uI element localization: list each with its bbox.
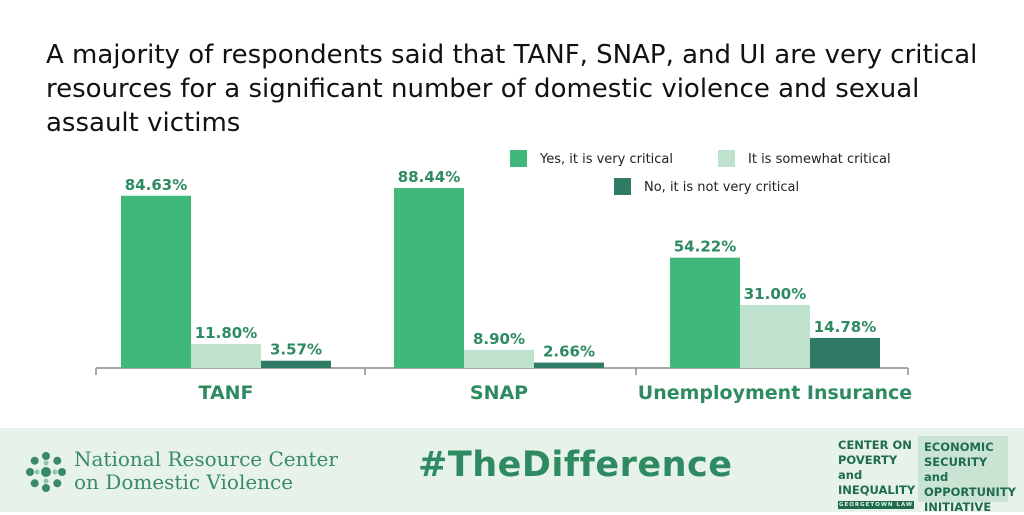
legend-label: No, it is not very critical [644,180,799,195]
category-label: Unemployment Insurance [638,382,912,404]
bar [534,362,604,368]
legend-swatch [718,150,735,167]
esi-line: OPPORTUNITY [924,485,1017,499]
bar [810,337,880,368]
cpi-logo: CENTER ON POVERTY and INEQUALITY GEORGET… [838,438,918,509]
hashtag: #TheDifference [418,445,733,485]
bar [191,343,261,368]
esi-line: INITIATIVE [924,500,992,514]
bar [740,304,810,368]
footer-banner: National Resource Center on Domestic Vio… [0,428,1024,514]
data-label: 88.44% [398,168,460,186]
org-name-line1: National Resource Center [74,447,338,471]
category-label: TANF [198,382,253,404]
cpi-line: INEQUALITY [838,483,916,497]
flower-logo-icon [26,452,66,492]
esi-line: ECONOMIC [924,440,994,454]
bar [464,349,534,368]
data-label: 14.78% [814,318,876,336]
bar [261,360,331,368]
bar-chart: 84.63% 11.80% 3.57% TANF 88.44% 8.90% 2.66% SNA… [95,150,912,404]
data-label: 31.00% [744,285,806,303]
category-label: SNAP [470,382,528,404]
chart-title: A majority of respondents said that TANF… [46,40,978,138]
org-name-line2: on Domestic Violence [74,470,294,494]
cpi-line: CENTER ON [838,438,912,452]
legend-swatch [614,178,631,195]
nrcdv-logo: National Resource Center on Domestic Vio… [22,446,342,496]
bar [670,257,740,368]
esi-line: SECURITY and [924,455,988,484]
cpi-line: POVERTY and [838,453,898,482]
legend-swatch [510,150,527,167]
legend-label: Yes, it is very critical [539,152,673,167]
data-label: 3.57% [270,341,322,359]
data-label: 11.80% [195,324,257,342]
data-label: 8.90% [473,330,525,348]
data-label: 2.66% [543,343,595,361]
legend-label: It is somewhat critical [748,152,891,167]
cpi-subline: GEORGETOWN LAW [838,501,914,509]
data-label: 84.63% [125,176,187,194]
bar [121,195,191,368]
bar [394,188,464,368]
esi-logo: ECONOMIC SECURITY and OPPORTUNITY INITIA… [918,436,1017,514]
data-label: 54.22% [674,238,736,256]
